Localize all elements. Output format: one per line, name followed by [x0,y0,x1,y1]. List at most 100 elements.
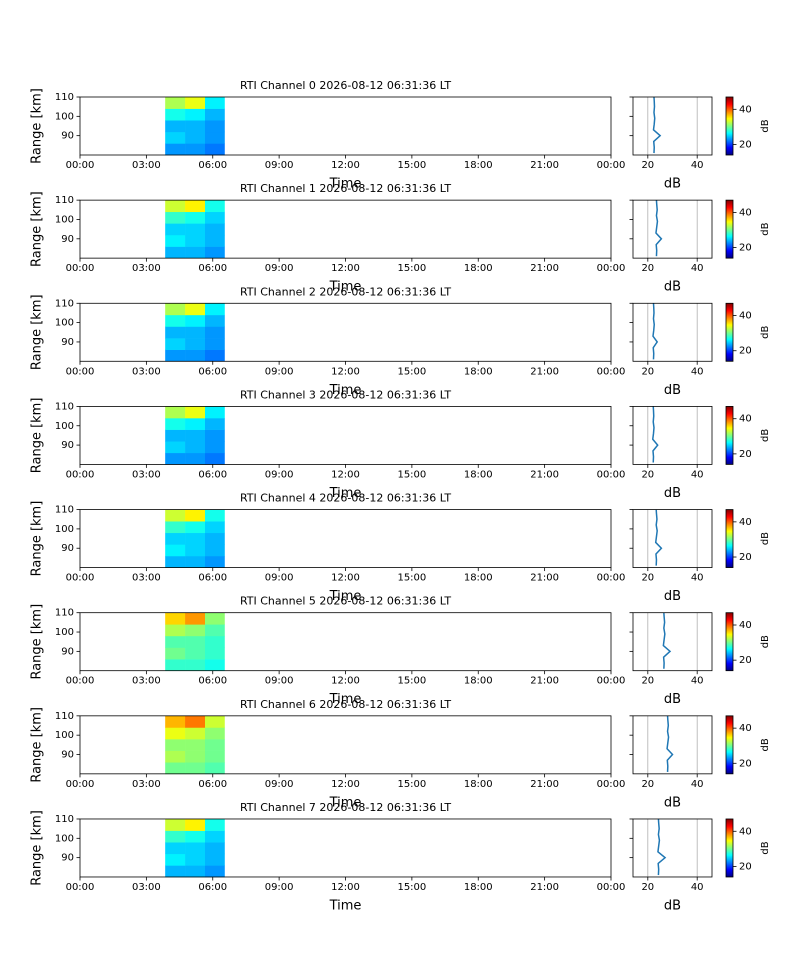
colorbar-tick-label: 40 [739,517,752,528]
heatmap-cell [165,108,186,121]
heatmap-cell [165,326,186,339]
profile-line [666,715,674,772]
y-tick-label: 110 [55,92,74,103]
x-tick-label: 15:00 [397,573,426,584]
profile-x-label: dB [664,795,681,810]
heatmap-cell [165,750,186,763]
heatmap-cell [165,211,186,224]
heatmap-cell [165,97,186,109]
heatmap-cell [165,842,186,855]
heatmap-cell [185,338,206,350]
y-axis-label: Range [km] [30,398,45,474]
heatmap-cell [165,509,186,522]
heatmap-cell [205,246,225,259]
heatmap-cell [205,647,225,660]
heatmap-cell [165,338,186,350]
colorbar-label: dB [760,119,771,132]
y-tick-label: 110 [55,401,74,412]
x-axis-label: Time [329,692,362,707]
colorbar [725,199,734,259]
heatmap-cell [185,429,206,442]
x-tick-label: 40 [691,779,704,790]
profile-x-label: dB [664,692,681,707]
colorbar-label: dB [760,326,771,339]
heatmap-cell [185,544,206,557]
y-axis-label: Range [km] [30,294,45,370]
heatmap-cell [185,234,206,247]
heatmap-cell [205,303,225,316]
axes-frame [79,199,612,259]
heatmap-cell [205,406,225,419]
heatmap-cell [165,246,186,259]
x-tick-label: 21:00 [530,779,559,790]
x-tick-label: 00:00 [66,263,95,274]
y-tick-label: 100 [55,111,74,122]
x-tick-label: 15:00 [397,676,426,687]
heatmap-cell [185,97,206,109]
heatmap-cell [165,406,186,419]
axes-frame [79,612,612,672]
x-tick-label: 21:00 [530,366,559,377]
y-tick-label: 110 [55,608,74,619]
colorbar-tick-label: 20 [739,139,752,150]
x-tick-label: 18:00 [464,469,493,480]
x-tick-label: 03:00 [132,469,161,480]
profile-x-label: dB [664,177,681,192]
heatmap-cell [205,509,225,522]
profile-frame [632,818,713,878]
heatmap-cell [205,853,225,866]
x-tick-label: 09:00 [265,779,294,790]
profile-line [662,612,672,669]
heatmap-cell [205,429,225,442]
heatmap-cell [165,853,186,866]
heatmap-cell [165,120,186,133]
x-tick-label: 06:00 [198,160,227,171]
heatmap-cell [185,624,206,637]
colorbar [725,96,734,156]
heatmap-cell [205,120,225,133]
colorbar-label: dB [760,841,771,854]
heatmap-cell [165,865,186,878]
heatmap-cell [185,555,206,568]
heatmap-cell [185,223,206,236]
heatmap-cell [185,200,206,213]
colorbar-tick-label: 20 [739,243,752,254]
heatmap-cell [185,131,206,144]
x-tick-label: 00:00 [66,573,95,584]
y-axis-label: Range [km] [30,707,45,783]
x-tick-label: 18:00 [464,160,493,171]
colorbar-tick-label: 20 [739,346,752,357]
x-tick-label: 00:00 [597,160,626,171]
profile-x-label: dB [664,280,681,295]
x-tick-label: 20 [641,882,654,893]
colorbar [725,406,734,465]
heatmap-cell [165,441,186,454]
heatmap-cell [165,521,186,534]
y-tick-label: 110 [55,505,74,516]
heatmap-cell [165,544,186,557]
x-tick-label: 00:00 [597,676,626,687]
heatmap-cell [165,727,186,740]
axes-frame [79,96,612,156]
y-axis-label: Range [km] [30,88,45,164]
colorbar-tick-label: 40 [739,104,752,115]
x-tick-label: 40 [691,676,704,687]
heatmap-cell [185,418,206,430]
profile-frame [632,199,713,259]
heatmap-cell [185,830,206,843]
x-tick-label: 40 [691,573,704,584]
heatmap-cell [165,234,186,247]
heatmap-cell [165,452,186,465]
x-tick-label: 20 [641,366,654,377]
heatmap-cell [185,715,206,728]
colorbar [725,818,734,878]
x-tick-label: 20 [641,676,654,687]
colorbar [725,509,734,568]
colorbar-tick-label: 40 [739,207,752,218]
heatmap-cell [165,762,186,775]
heatmap-cell [165,223,186,236]
x-tick-label: 15:00 [397,469,426,480]
heatmap-cell [205,762,225,775]
colorbar-tick-label: 40 [739,826,752,837]
colorbar-tick-label: 20 [739,552,752,563]
